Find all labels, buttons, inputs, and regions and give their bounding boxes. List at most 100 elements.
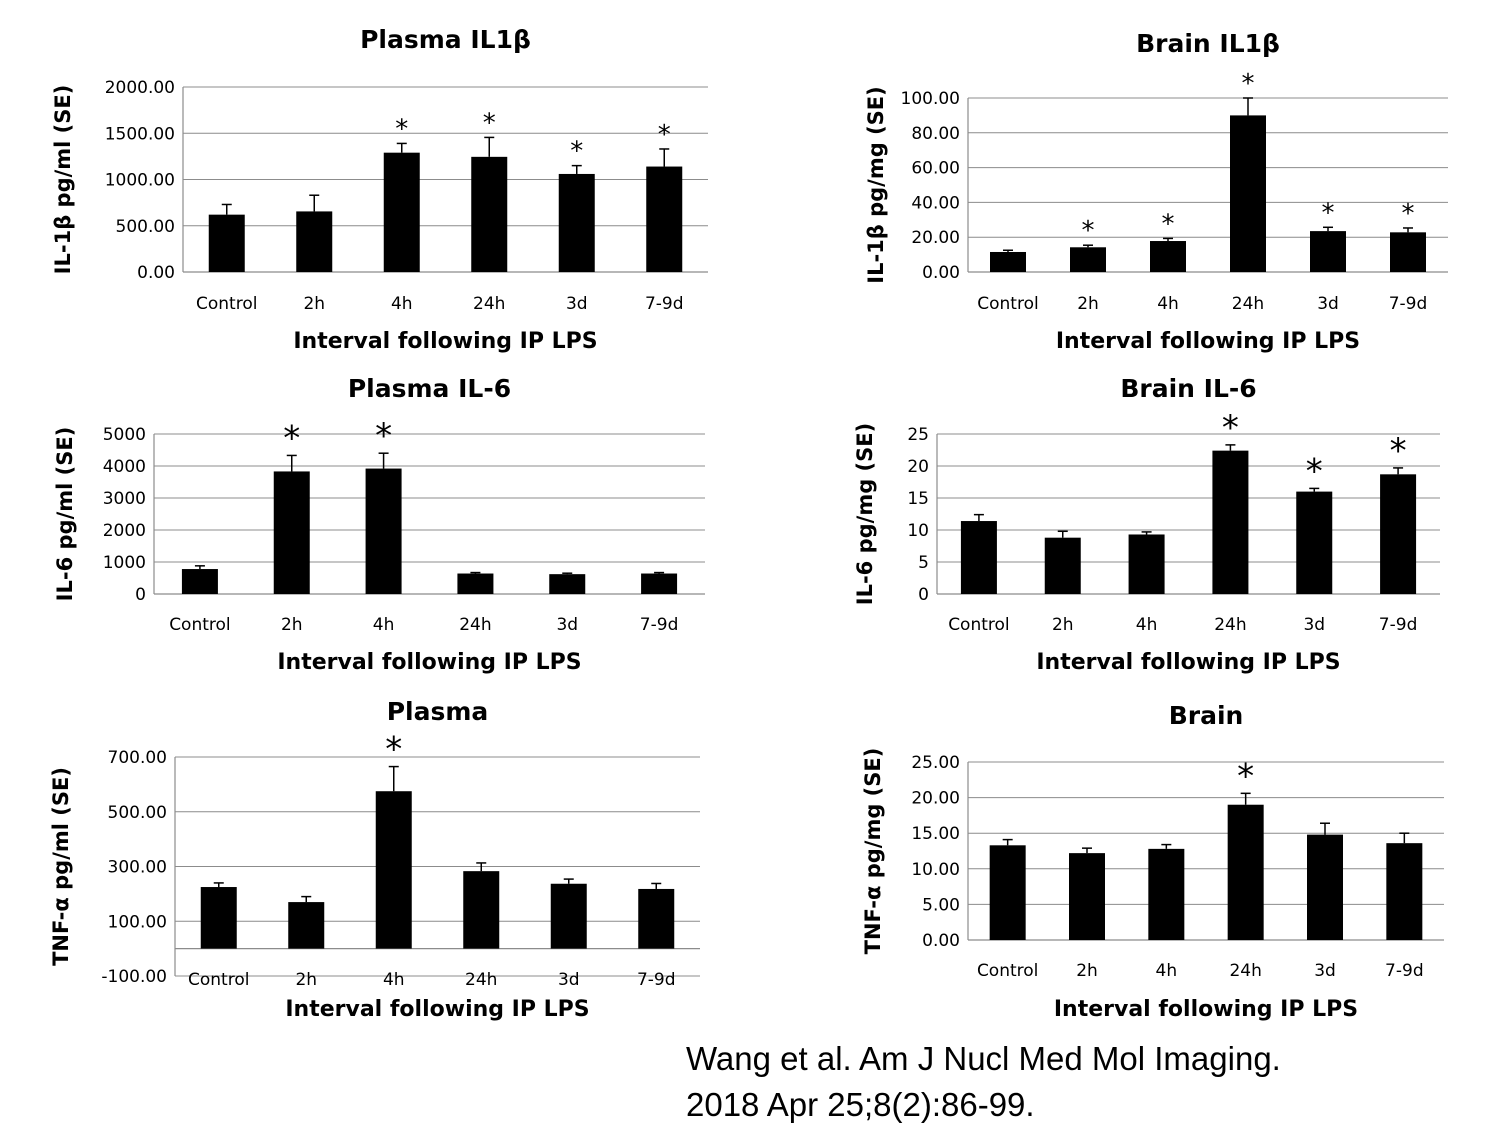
significance-marker: *	[1222, 408, 1239, 448]
citation-line-1: Wang et al. Am J Nucl Med Mol Imaging.	[686, 1040, 1281, 1077]
bar	[990, 251, 1026, 272]
y-tick-label: 20	[907, 457, 929, 477]
chart-panel-4: Brain IL-6 0 5 10 15 20 25 Control 2h 4h * 24h * 3d * 7…	[853, 374, 1440, 675]
significance-marker: *	[375, 416, 392, 456]
bar	[463, 871, 500, 949]
x-tick-label: 24h	[1214, 615, 1246, 635]
y-axis-label: IL-6 pg/ml (SE)	[53, 427, 77, 602]
y-tick-label: 3000	[103, 489, 146, 509]
bar	[1227, 804, 1264, 940]
y-axis-label: TNF-α pg/ml (SE)	[49, 767, 73, 966]
significance-marker: *	[1237, 756, 1254, 796]
bar	[641, 573, 678, 594]
y-tick-label: 10.00	[911, 860, 960, 880]
y-tick-label: 4000	[103, 457, 146, 477]
y-tick-label: 40.00	[911, 193, 960, 213]
bar	[365, 468, 402, 594]
chart-panel-3: Plasma IL-6 0 1000 2000 3000 4000 5000 Control *…	[53, 374, 705, 675]
chart-title: Plasma	[387, 697, 489, 726]
significance-marker: *	[1390, 431, 1407, 471]
chart-panel-2: Brain IL1β 0.00 20.00 40.00 60.00 80.00 100.00…	[864, 29, 1448, 354]
y-tick-label: 80.00	[911, 124, 960, 144]
x-axis-label: Interval following IP LPS	[1036, 650, 1340, 675]
x-tick-label: Control	[977, 961, 1038, 981]
bar	[1380, 474, 1417, 594]
y-axis-label: IL-6 pg/mg (SE)	[853, 423, 877, 605]
significance-marker: *	[1322, 198, 1335, 228]
y-tick-label: 1500.00	[105, 124, 175, 144]
chart-title: Plasma IL-6	[348, 374, 511, 403]
bar	[1148, 848, 1185, 940]
bar	[1307, 834, 1343, 940]
bar	[558, 173, 595, 272]
bar	[646, 166, 683, 272]
significance-marker: *	[283, 418, 300, 458]
bar	[1386, 843, 1423, 940]
bar	[1390, 232, 1426, 272]
significance-marker: *	[385, 730, 402, 770]
y-tick-label: 10	[907, 521, 929, 541]
x-tick-label: 7-9d	[637, 970, 676, 990]
y-tick-label: 15	[907, 489, 929, 509]
x-tick-label: 24h	[1232, 294, 1264, 314]
significance-marker: *	[658, 120, 671, 150]
bar	[1310, 231, 1346, 272]
y-tick-label: 1000	[103, 553, 146, 573]
bar	[181, 569, 218, 594]
x-axis-label: Interval following IP LPS	[277, 650, 581, 675]
bar	[638, 888, 675, 949]
bar	[549, 574, 586, 594]
bar	[1296, 491, 1333, 594]
y-tick-label: 100.00	[901, 89, 960, 109]
y-tick-label: 100.00	[108, 912, 167, 932]
x-tick-label: 2h	[1076, 961, 1098, 981]
x-tick-label: 3d	[566, 294, 588, 314]
x-tick-label: 24h	[1229, 961, 1261, 981]
bar	[1069, 853, 1105, 940]
x-tick-label: 4h	[1156, 961, 1178, 981]
significance-marker: *	[1242, 69, 1255, 99]
x-axis-label: Interval following IP LPS	[293, 329, 597, 354]
bar	[989, 845, 1026, 940]
x-tick-label: 7-9d	[645, 294, 684, 314]
significance-marker: *	[1162, 209, 1175, 239]
x-tick-label: 2h	[1077, 294, 1099, 314]
x-tick-label: 4h	[391, 294, 413, 314]
y-tick-label: 0	[135, 585, 146, 605]
bar	[471, 156, 508, 272]
y-tick-label: 5	[918, 553, 929, 573]
y-tick-label: 700.00	[108, 748, 167, 768]
y-tick-label: 15.00	[911, 824, 960, 844]
bar	[208, 214, 245, 272]
x-tick-label: 2h	[295, 970, 317, 990]
x-tick-label: 24h	[465, 970, 497, 990]
significance-marker: *	[1082, 216, 1095, 246]
x-tick-label: 7-9d	[1389, 294, 1428, 314]
x-tick-label: 4h	[383, 970, 405, 990]
x-tick-label: Control	[188, 970, 249, 990]
significance-marker: *	[1306, 451, 1323, 491]
x-tick-label: 7-9d	[640, 615, 679, 635]
bar	[1070, 247, 1106, 272]
y-tick-label: 0.00	[137, 263, 175, 283]
y-axis-label: TNF-α pg/mg (SE)	[861, 748, 885, 955]
x-tick-label: 24h	[473, 294, 505, 314]
x-tick-label: 4h	[1157, 294, 1179, 314]
y-axis-label: IL-1β pg/ml (SE)	[51, 85, 75, 275]
x-tick-label: 3d	[1303, 615, 1325, 635]
y-tick-label: 25	[907, 425, 929, 445]
y-tick-label: 500.00	[108, 803, 167, 823]
bar	[1212, 450, 1249, 594]
x-tick-label: 3d	[556, 615, 578, 635]
x-tick-label: 2h	[1052, 615, 1074, 635]
citation-line-2: 2018 Apr 25;8(2):86-99.	[686, 1086, 1035, 1123]
y-tick-label: 25.00	[911, 753, 960, 773]
y-tick-label: 0.00	[922, 931, 960, 951]
y-axis-label: IL-1β pg/mg (SE)	[864, 86, 888, 284]
y-tick-label: 0	[918, 585, 929, 605]
y-tick-label: 2000	[103, 521, 146, 541]
y-tick-label: -100.00	[101, 967, 167, 987]
chart-title: Brain	[1169, 701, 1244, 730]
x-tick-label: Control	[169, 615, 230, 635]
y-tick-label: 300.00	[108, 858, 167, 878]
